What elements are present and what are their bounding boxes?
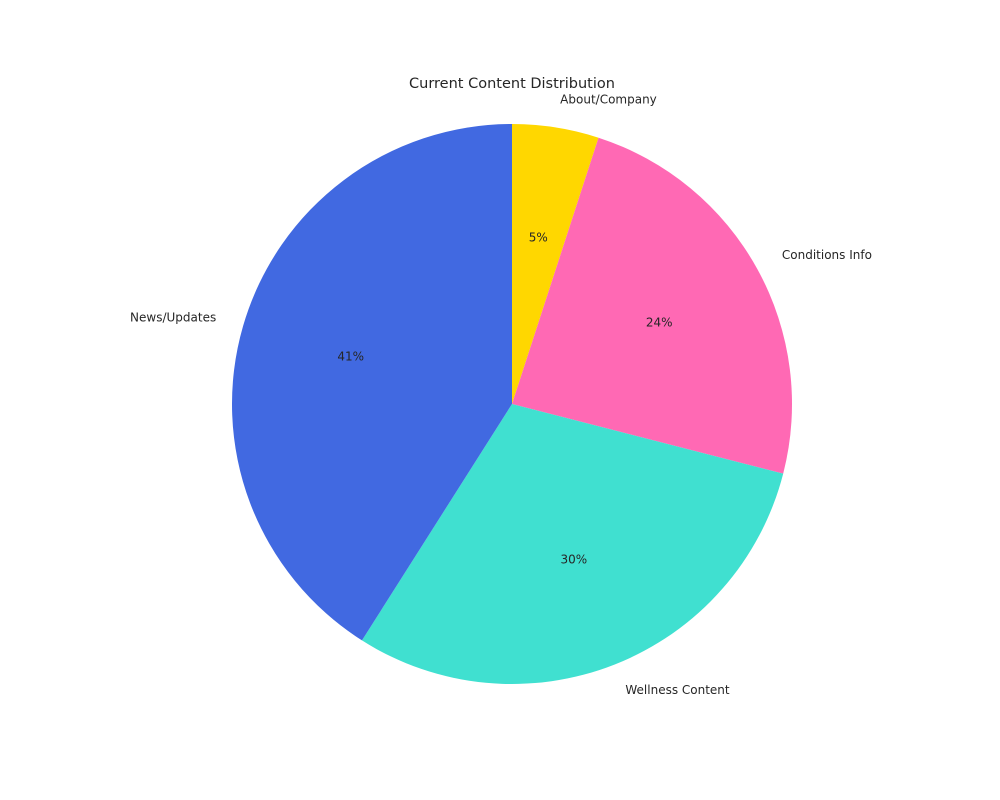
pie-slice-news-updates: [232, 124, 513, 641]
slice-label-wellness-content: Wellness Content: [625, 683, 730, 697]
pie-slices: [232, 124, 793, 684]
pie-slice-wellness-content: [361, 404, 784, 684]
pie-slice-about-company: [512, 124, 599, 404]
pie-slice-conditions-info: [512, 137, 793, 474]
pie-labels: About/Company 5% Conditions Info 24% Wellnes…: [130, 92, 872, 697]
slice-pct-wellness-content: 30%: [561, 553, 588, 567]
chart-title: Current Content Distribution: [409, 76, 615, 92]
slice-pct-news-updates: 41%: [337, 350, 364, 364]
slice-pct-conditions-info: 24%: [646, 316, 673, 330]
slice-pct-about-company: 5%: [529, 231, 548, 245]
slice-label-news-updates: News/Updates: [130, 311, 216, 325]
slice-label-conditions-info: Conditions Info: [782, 248, 872, 262]
slice-label-about-company: About/Company: [560, 92, 657, 106]
